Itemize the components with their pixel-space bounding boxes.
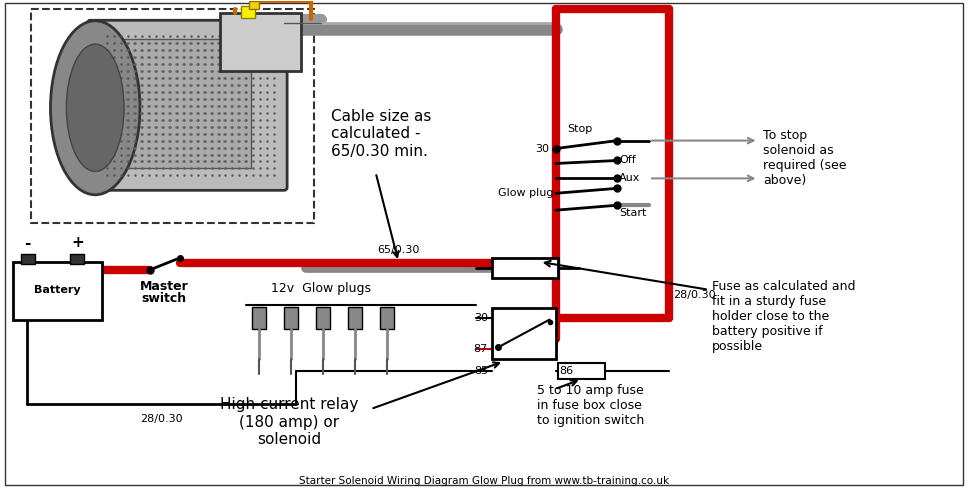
Text: 86: 86 bbox=[559, 367, 574, 376]
Text: -: - bbox=[24, 236, 31, 251]
Bar bbox=[249, 1, 260, 9]
Bar bbox=[557, 363, 606, 379]
Bar bbox=[252, 307, 266, 328]
Text: 85: 85 bbox=[474, 367, 488, 376]
Text: switch: switch bbox=[141, 292, 186, 305]
Text: 28/0.30: 28/0.30 bbox=[672, 290, 715, 300]
Bar bbox=[492, 308, 555, 359]
FancyBboxPatch shape bbox=[87, 20, 287, 190]
Text: Start: Start bbox=[619, 208, 646, 218]
Bar bbox=[13, 262, 102, 319]
Text: Starter Solenoid Wiring Diagram Glow Plug from www.tb-training.co.uk: Starter Solenoid Wiring Diagram Glow Plu… bbox=[299, 476, 669, 486]
Text: Stop: Stop bbox=[568, 123, 593, 134]
Text: Master: Master bbox=[140, 280, 188, 293]
Bar bbox=[20, 254, 35, 264]
Text: 12v  Glow plugs: 12v Glow plugs bbox=[271, 282, 371, 294]
Ellipse shape bbox=[50, 21, 140, 195]
Text: Glow plug: Glow plug bbox=[498, 188, 553, 198]
Bar bbox=[241, 6, 255, 18]
Text: 30: 30 bbox=[474, 313, 488, 322]
Text: 65/0.30: 65/0.30 bbox=[377, 245, 420, 255]
Bar bbox=[348, 307, 361, 328]
Text: Off: Off bbox=[619, 155, 636, 166]
Bar bbox=[316, 307, 329, 328]
Text: Aux: Aux bbox=[619, 173, 641, 183]
Text: 5 to 10 amp fuse
in fuse box close
to ignition switch: 5 to 10 amp fuse in fuse box close to ig… bbox=[537, 384, 644, 427]
Text: Fuse as calculated and
fit in a sturdy fuse
holder close to the
battery positive: Fuse as calculated and fit in a sturdy f… bbox=[711, 280, 856, 353]
Bar bbox=[31, 9, 314, 223]
Text: 87: 87 bbox=[474, 344, 488, 354]
Ellipse shape bbox=[67, 44, 124, 172]
Bar bbox=[284, 307, 298, 328]
Text: +: + bbox=[71, 235, 83, 250]
Bar bbox=[71, 254, 84, 264]
Bar bbox=[122, 39, 251, 169]
Text: To stop
solenoid as
required (see
above): To stop solenoid as required (see above) bbox=[764, 129, 847, 187]
Text: Cable size as
calculated -
65/0.30 min.: Cable size as calculated - 65/0.30 min. bbox=[330, 109, 431, 159]
Bar bbox=[220, 13, 301, 71]
Text: Battery: Battery bbox=[34, 285, 80, 295]
Text: High current relay
(180 amp) or
solenoid: High current relay (180 amp) or solenoid bbox=[220, 397, 359, 447]
Text: 30: 30 bbox=[536, 144, 549, 153]
Bar bbox=[492, 258, 557, 278]
Bar bbox=[380, 307, 393, 328]
Text: 28/0.30: 28/0.30 bbox=[141, 414, 183, 424]
